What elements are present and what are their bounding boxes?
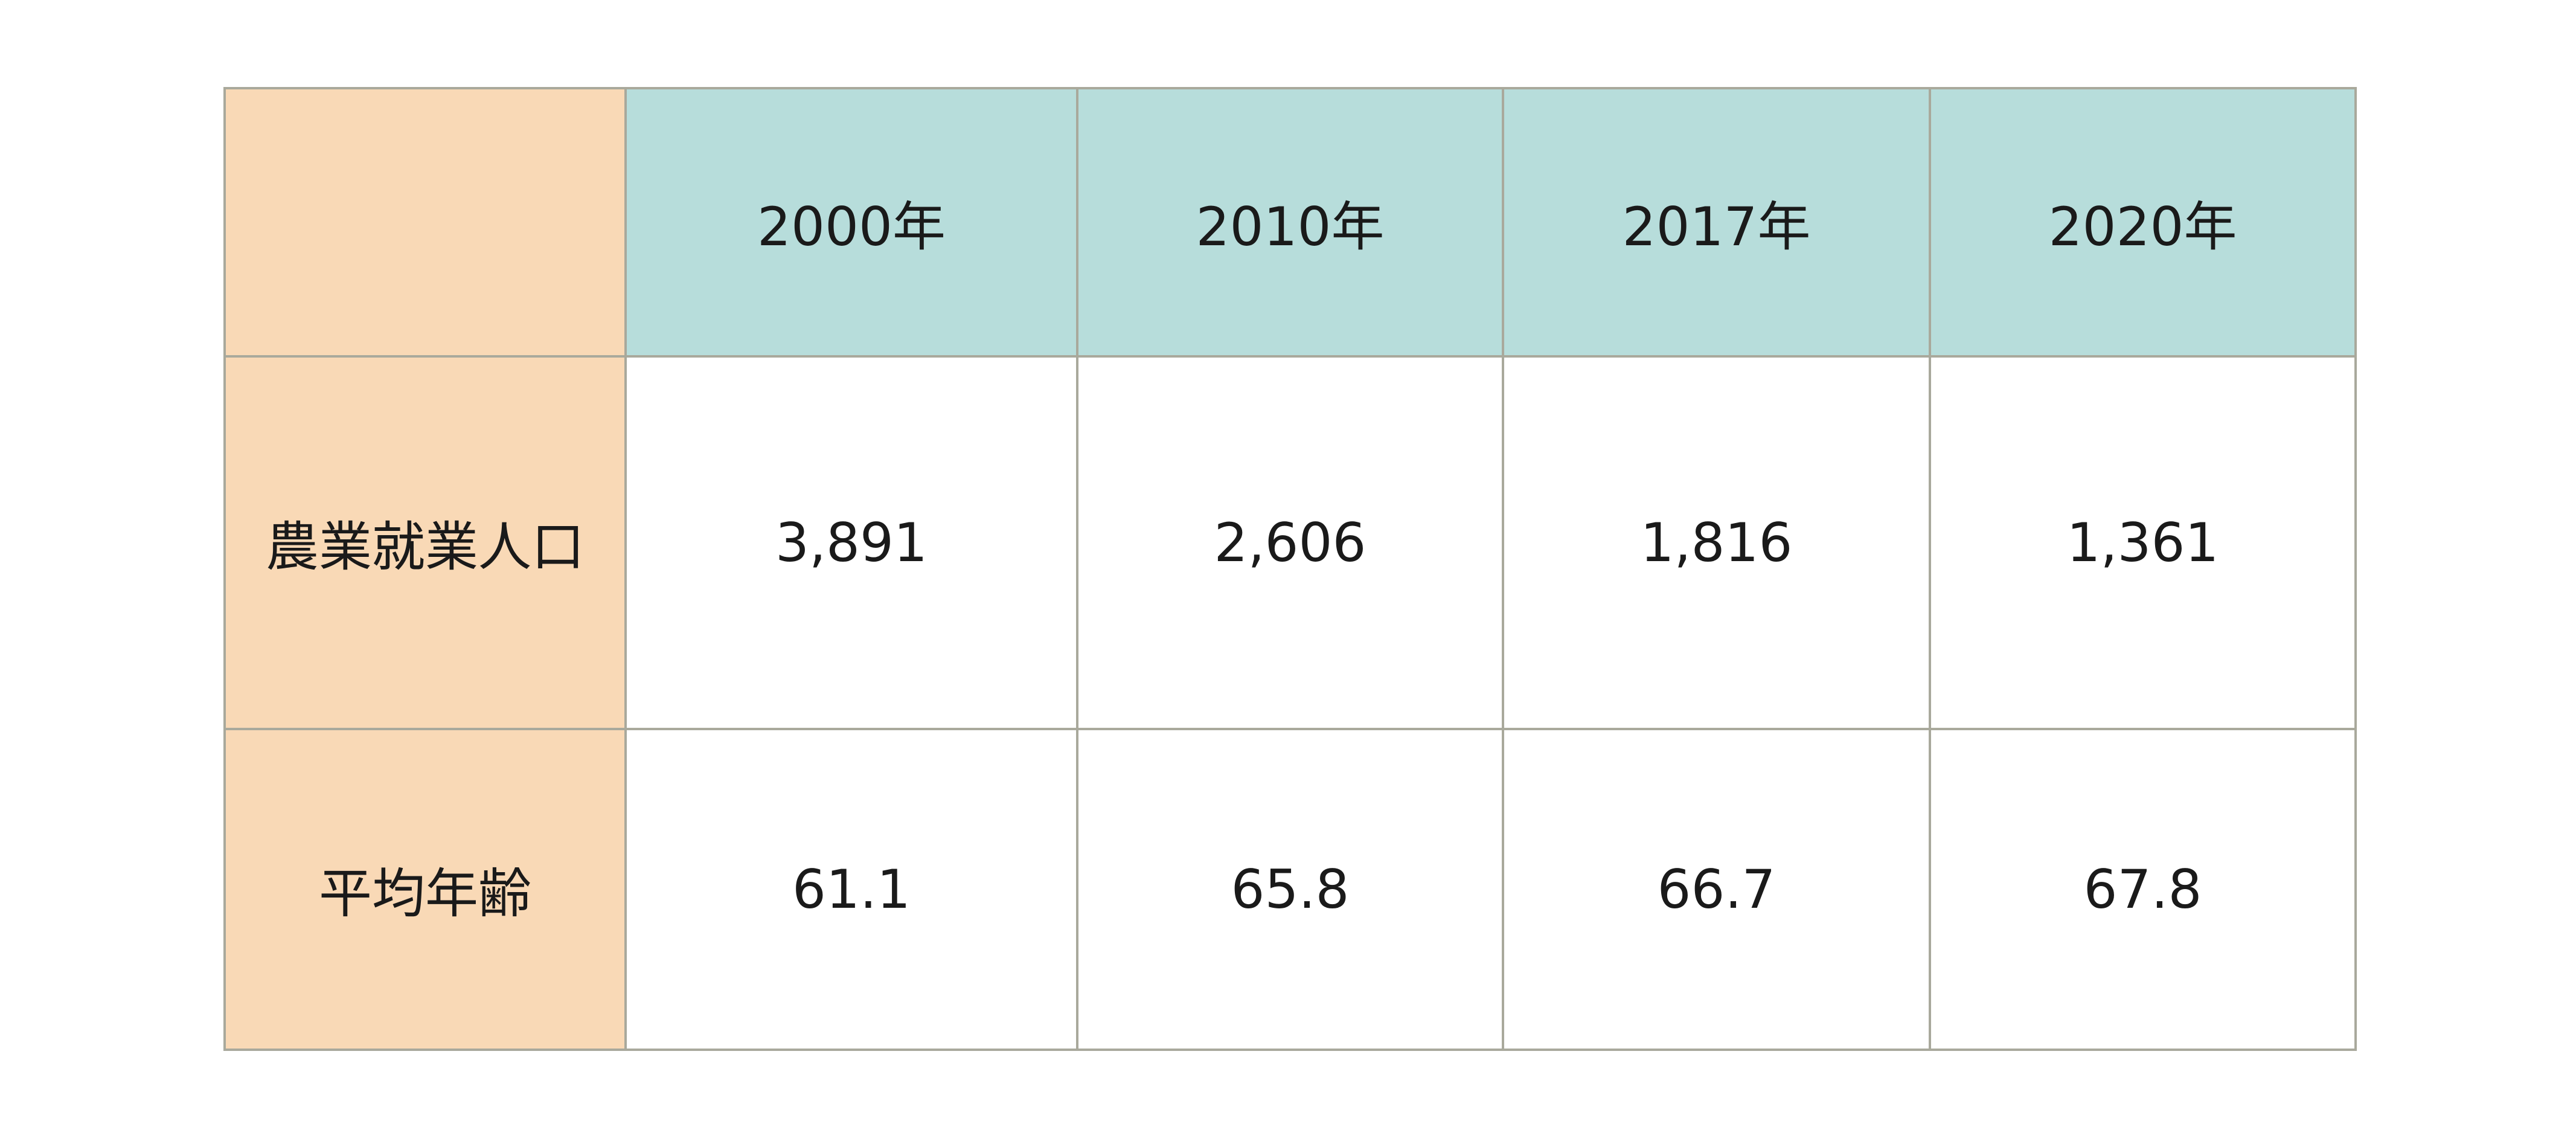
table-row: 農業就業人口 3,891 2,606 1,816 1,361 bbox=[223, 355, 2357, 730]
cell: 66.7 bbox=[1502, 728, 1931, 1051]
column-header: 2000年 bbox=[624, 87, 1078, 358]
cell: 1,816 bbox=[1502, 355, 1931, 730]
column-header: 2020年 bbox=[1929, 87, 2357, 358]
row-header: 平均年齢 bbox=[223, 728, 627, 1051]
row-header: 農業就業人口 bbox=[223, 355, 627, 730]
cell: 65.8 bbox=[1076, 728, 1504, 1051]
cell: 3,891 bbox=[624, 355, 1078, 730]
header-row: 2000年 2010年 2017年 2020年 bbox=[223, 87, 2357, 358]
column-header: 2017年 bbox=[1502, 87, 1931, 358]
cell: 67.8 bbox=[1929, 728, 2357, 1051]
column-header: 2010年 bbox=[1076, 87, 1504, 358]
cell: 61.1 bbox=[624, 728, 1078, 1051]
cell: 2,606 bbox=[1076, 355, 1504, 730]
cell: 1,361 bbox=[1929, 355, 2357, 730]
data-table: 2000年 2010年 2017年 2020年 農業就業人口 3,891 2,6… bbox=[223, 87, 2357, 1051]
corner-cell bbox=[223, 87, 627, 358]
table-row: 平均年齢 61.1 65.8 66.7 67.8 bbox=[223, 728, 2357, 1051]
